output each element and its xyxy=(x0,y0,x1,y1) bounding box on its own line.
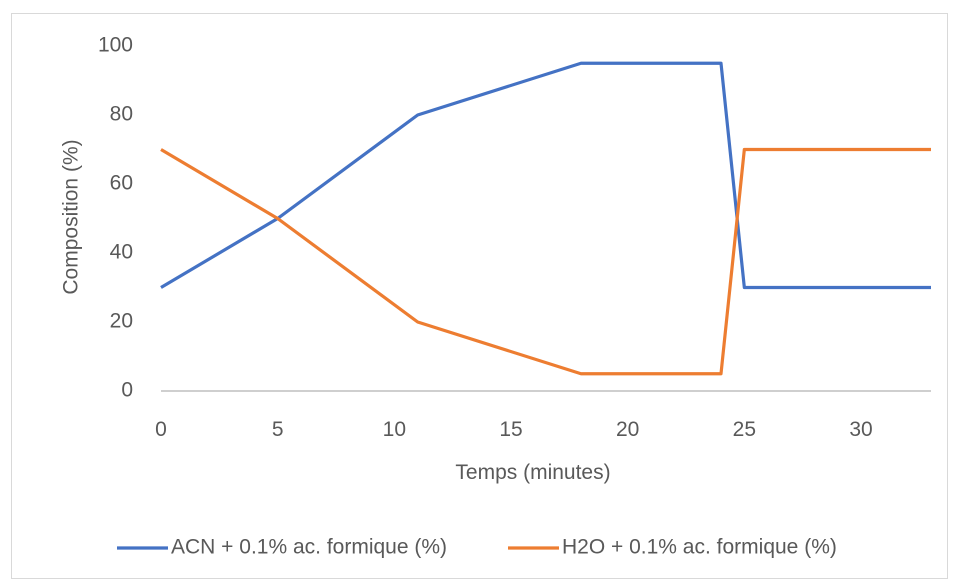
x-axis-title: Temps (minutes) xyxy=(455,461,610,484)
y-tick-label: 100 xyxy=(98,34,133,57)
x-tick-labels: 0 5 10 15 20 25 30 xyxy=(155,418,873,441)
x-tick-label: 10 xyxy=(383,418,406,441)
y-axis-title: Composition (%) xyxy=(60,139,83,294)
legend: ACN + 0.1% ac. formique (%) H2O + 0.1% ac… xyxy=(117,536,837,559)
x-tick-label: 20 xyxy=(616,418,639,441)
x-tick-label: 25 xyxy=(733,418,756,441)
legend-label-2: H2O + 0.1% ac. formique (%) xyxy=(562,536,837,559)
y-tick-label: 20 xyxy=(110,310,133,333)
x-tick-label: 5 xyxy=(272,418,284,441)
x-tick-label: 30 xyxy=(849,418,872,441)
series-line-2 xyxy=(160,147,931,376)
y-tick-label: 80 xyxy=(110,103,133,126)
y-tick-label: 0 xyxy=(121,379,133,402)
series-line-1 xyxy=(160,61,931,290)
legend-label-1: ACN + 0.1% ac. formique (%) xyxy=(171,536,447,559)
series-lines xyxy=(160,61,931,376)
chart-frame xyxy=(11,13,948,579)
y-tick-label: 40 xyxy=(110,241,133,264)
x-tick-label: 15 xyxy=(499,418,522,441)
y-tick-label: 60 xyxy=(110,172,133,195)
x-tick-label: 0 xyxy=(155,418,167,441)
y-tick-labels: 0 20 40 60 80 100 xyxy=(98,34,133,402)
